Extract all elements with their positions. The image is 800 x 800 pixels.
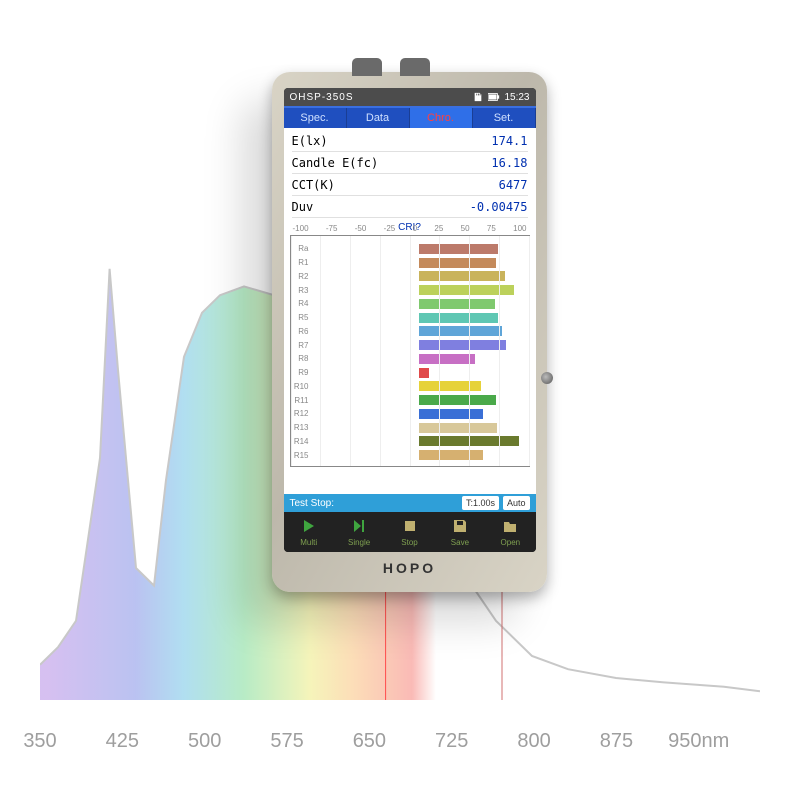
- reading-row: CCT(K) 6477: [292, 174, 528, 196]
- cri-bar-ra: Ra: [311, 242, 527, 256]
- cri-bar-r9: R9: [311, 366, 527, 380]
- auto-badge: Auto: [503, 496, 530, 510]
- reading-label: CCT(K): [292, 174, 335, 195]
- tab-chro[interactable]: Chro.: [410, 108, 473, 128]
- cri-bar-r7: R7: [311, 338, 527, 352]
- device-knobs: [352, 58, 432, 76]
- readings-table: E(lx)174.1Candle E(fc)16.18CCT(K)6477Duv…: [284, 128, 536, 220]
- save-icon: [452, 518, 468, 536]
- reading-value: 16.18: [491, 152, 527, 173]
- reading-row: Candle E(fc) 16.18: [292, 152, 528, 174]
- toolbar-label: Stop: [401, 538, 417, 547]
- open-button[interactable]: Open: [485, 512, 535, 552]
- multi-button[interactable]: Multi: [284, 512, 334, 552]
- reading-row: Duv -0.00475: [292, 196, 528, 218]
- cri-bar-r13: R13: [311, 421, 527, 435]
- cri-bar-r3: R3: [311, 283, 527, 297]
- toolbar-label: Single: [348, 538, 370, 547]
- cri-bar-r2: R2: [311, 270, 527, 284]
- cri-bar-r1: R1: [311, 256, 527, 270]
- reading-label: Candle E(fc): [292, 152, 379, 173]
- reading-value: -0.00475: [470, 196, 528, 217]
- tab-spec[interactable]: Spec.: [284, 108, 347, 128]
- cri-bar-r11: R11: [311, 393, 527, 407]
- toolbar-label: Save: [451, 538, 469, 547]
- device-screen: OHSP-350S 15:23 Spec.DataChro.Set. E(lx)…: [284, 88, 536, 552]
- reading-value: 6477: [499, 174, 528, 195]
- cri-rows: RaR1R2R3R4R5R6R7R8R9R10R11R12R13R14R15: [311, 242, 527, 462]
- save-button[interactable]: Save: [435, 512, 485, 552]
- status-bar: OHSP-350S 15:23: [284, 88, 536, 106]
- reading-label: Duv: [292, 196, 314, 217]
- stop-button[interactable]: Stop: [384, 512, 434, 552]
- side-screw: [541, 372, 553, 384]
- cri-bar-r12: R12: [311, 407, 527, 421]
- cri-bar-r5: R5: [311, 311, 527, 325]
- cri-chart: -100-75-50-250255075100 RaR1R2R3R4R5R6R7…: [290, 235, 530, 467]
- sd-icon: [472, 92, 484, 102]
- tab-bar: Spec.DataChro.Set.: [284, 106, 536, 128]
- stop-icon: [402, 518, 418, 536]
- reading-value: 174.1: [491, 130, 527, 151]
- toolbar-label: Multi: [300, 538, 317, 547]
- test-status-label: Test Stop:: [290, 498, 334, 509]
- reading-label: E(lx): [292, 130, 328, 151]
- spectrum-x-axis: 350425500575650725800875950nm: [40, 730, 760, 753]
- test-status-strip: Test Stop: T:1.00s Auto: [284, 494, 536, 512]
- step-icon: [351, 518, 367, 536]
- cri-bar-r14: R14: [311, 435, 527, 449]
- play-icon: [301, 518, 317, 536]
- toolbar-label: Open: [501, 538, 521, 547]
- cri-scale: -100-75-50-250255075100: [291, 224, 529, 233]
- model-label: OHSP-350S: [290, 92, 354, 103]
- reading-row: E(lx) 174.1: [292, 130, 528, 152]
- clock: 15:23: [504, 92, 529, 103]
- cri-bar-r15: R15: [311, 448, 527, 462]
- battery-icon: [488, 92, 500, 102]
- tab-data[interactable]: Data: [347, 108, 410, 128]
- handheld-device: OHSP-350S 15:23 Spec.DataChro.Set. E(lx)…: [272, 72, 547, 592]
- cri-bar-r4: R4: [311, 297, 527, 311]
- open-icon: [502, 518, 518, 536]
- cri-block: CRI? -100-75-50-250255075100 RaR1R2R3R4R…: [284, 220, 536, 494]
- integration-time-badge: T:1.00s: [462, 496, 499, 510]
- bottom-toolbar: Multi Single Stop Save Open: [284, 512, 536, 552]
- cri-bar-r6: R6: [311, 325, 527, 339]
- cri-bar-r8: R8: [311, 352, 527, 366]
- tab-set[interactable]: Set.: [473, 108, 536, 128]
- brand-label: HOPO: [383, 560, 436, 576]
- single-button[interactable]: Single: [334, 512, 384, 552]
- cri-bar-r10: R10: [311, 380, 527, 394]
